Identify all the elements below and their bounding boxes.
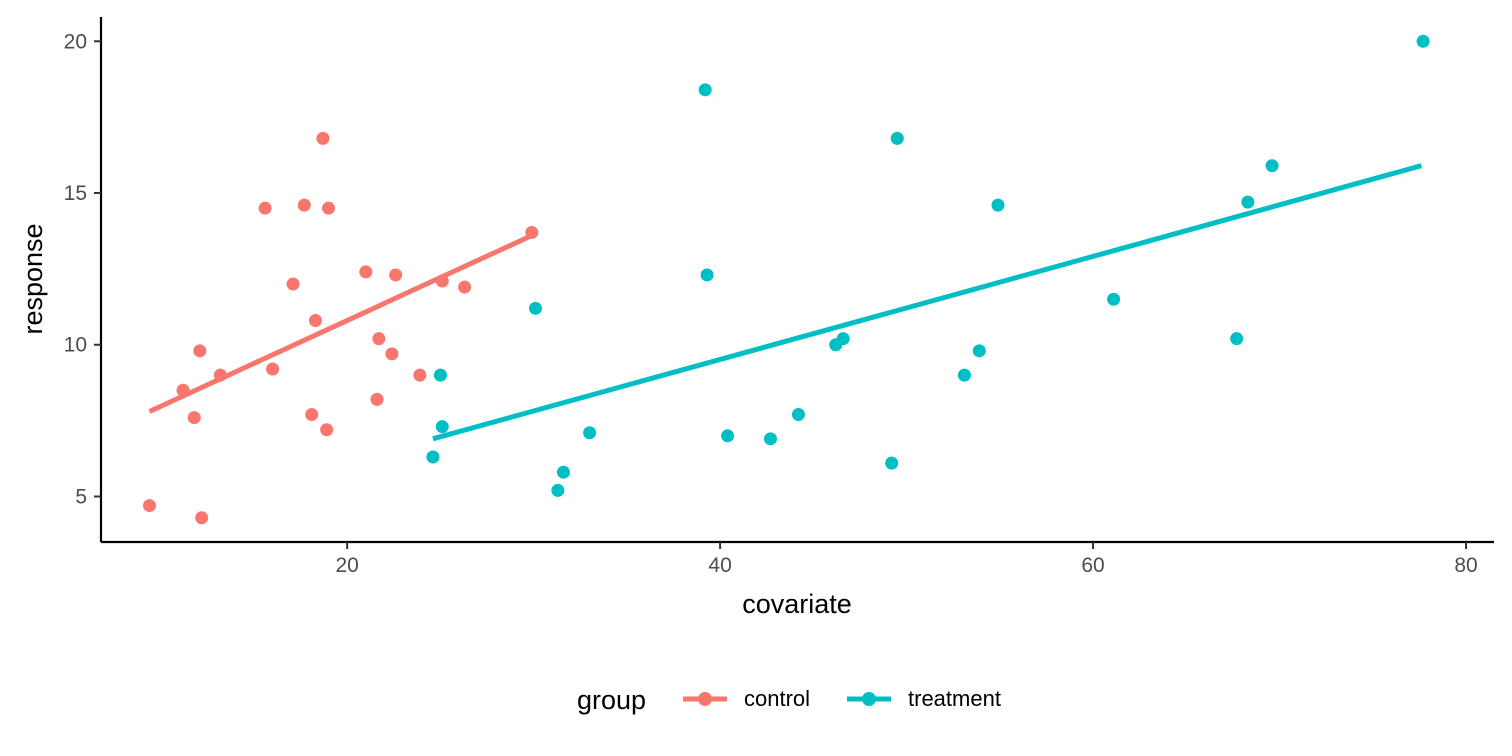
point-control xyxy=(389,268,403,282)
data-points xyxy=(142,34,1430,525)
point-control xyxy=(213,368,227,382)
point-treatment xyxy=(1230,332,1244,346)
legend-item-control: control xyxy=(683,686,810,711)
point-treatment xyxy=(972,344,986,358)
point-control xyxy=(266,362,280,376)
point-control xyxy=(385,347,399,361)
point-control xyxy=(258,201,272,215)
point-control xyxy=(320,423,334,437)
point-control xyxy=(458,280,472,294)
point-treatment xyxy=(433,368,447,382)
point-control xyxy=(142,499,156,513)
point-treatment xyxy=(1265,159,1279,173)
point-treatment xyxy=(791,408,805,422)
point-control xyxy=(525,225,539,239)
point-control xyxy=(372,332,386,346)
point-treatment xyxy=(700,268,714,282)
point-control xyxy=(308,313,322,327)
legend-title: group xyxy=(577,685,646,715)
point-treatment xyxy=(763,432,777,446)
point-treatment xyxy=(890,131,904,145)
point-treatment xyxy=(836,332,850,346)
x-tick-label: 60 xyxy=(1081,554,1104,577)
plot-area: 20 40 60 80 5 10 15 20 xyxy=(64,17,1494,577)
point-treatment xyxy=(1241,195,1255,209)
point-control xyxy=(286,277,300,291)
point-control xyxy=(413,368,427,382)
point-control xyxy=(195,511,209,525)
legend: group control treatment xyxy=(577,685,1001,715)
point-treatment xyxy=(551,483,565,497)
point-treatment xyxy=(556,465,570,479)
y-tick-label: 15 xyxy=(64,182,87,205)
point-control xyxy=(322,201,336,215)
point-control xyxy=(305,408,319,422)
legend-item-treatment: treatment xyxy=(847,686,1001,711)
point-treatment xyxy=(435,420,449,434)
point-treatment xyxy=(528,301,542,315)
x-axis-title: covariate xyxy=(742,589,852,619)
y-axis-ticks: 5 10 15 20 xyxy=(64,30,101,508)
point-control xyxy=(359,265,373,279)
point-treatment xyxy=(698,83,712,97)
point-control xyxy=(193,344,207,358)
point-control xyxy=(435,274,449,288)
point-control xyxy=(370,392,384,406)
x-tick-label: 80 xyxy=(1454,554,1477,577)
point-treatment xyxy=(885,456,899,470)
point-control xyxy=(297,198,311,212)
legend-key-treatment-point xyxy=(862,692,876,706)
trend-line-control xyxy=(148,233,533,414)
x-tick-label: 40 xyxy=(708,554,731,577)
point-treatment xyxy=(426,450,440,464)
point-control xyxy=(187,411,201,425)
y-tick-label: 10 xyxy=(64,334,87,357)
point-control xyxy=(176,383,190,397)
x-axis-ticks: 20 40 60 80 xyxy=(335,542,1478,577)
point-treatment xyxy=(721,429,735,443)
point-treatment xyxy=(957,368,971,382)
trend-lines xyxy=(148,163,1422,442)
point-treatment xyxy=(1107,292,1121,306)
point-treatment xyxy=(583,426,597,440)
x-tick-label: 20 xyxy=(335,554,358,577)
legend-label-control: control xyxy=(744,686,810,711)
legend-label-treatment: treatment xyxy=(908,686,1001,711)
legend-key-control-point xyxy=(698,692,712,706)
point-treatment xyxy=(1416,34,1430,48)
trend-line-treatment xyxy=(432,163,1422,442)
point-treatment xyxy=(991,198,1005,212)
point-control xyxy=(316,131,330,145)
y-tick-label: 5 xyxy=(75,485,87,508)
y-axis-title: response xyxy=(18,223,48,334)
y-tick-label: 20 xyxy=(64,30,87,53)
